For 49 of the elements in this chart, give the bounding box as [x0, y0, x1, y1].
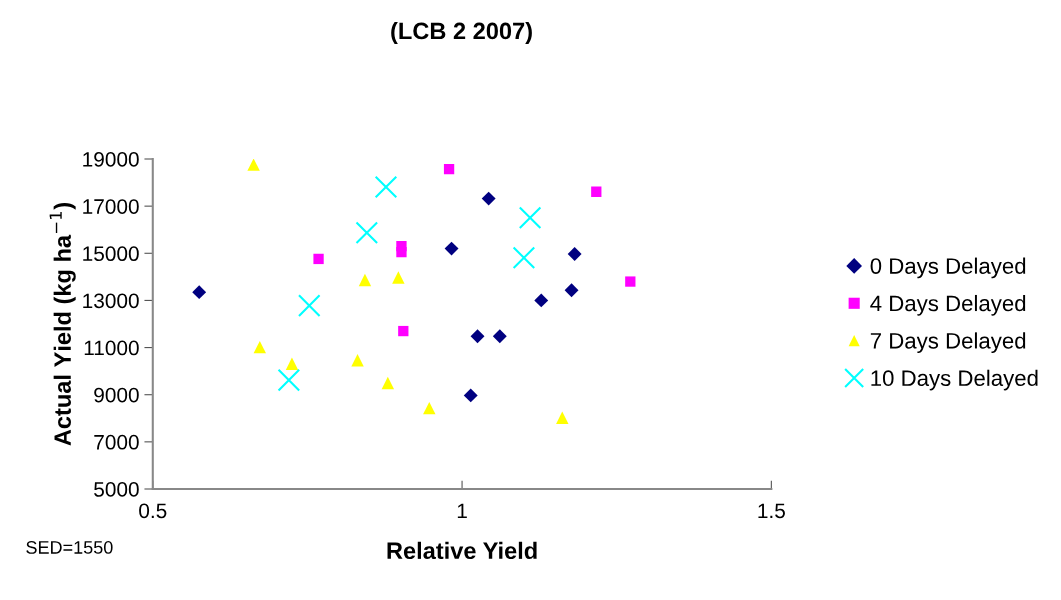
point — [358, 273, 372, 287]
point — [564, 283, 579, 298]
x-tick-label: 0.5 — [139, 503, 167, 519]
point — [285, 357, 299, 371]
point — [470, 329, 485, 344]
x-tick-label: 1 — [457, 503, 467, 518]
point — [534, 293, 549, 308]
x-axis-title: Relative Yield — [387, 541, 537, 560]
legend-label: 10 Days Delayed — [871, 369, 1038, 391]
point — [381, 376, 395, 390]
y-tick-label: 15000 — [83, 246, 139, 262]
point — [463, 388, 478, 403]
point — [591, 186, 602, 197]
point — [396, 246, 407, 258]
y-tick-label: 17000 — [83, 199, 139, 214]
point — [492, 329, 507, 344]
point — [518, 206, 542, 230]
y-tick-label: 9000 — [94, 387, 139, 403]
point — [277, 368, 301, 392]
y-tick-label: 19000 — [83, 152, 139, 167]
point — [512, 246, 536, 270]
point — [253, 340, 267, 354]
point — [192, 285, 207, 300]
y-tick-label: 13000 — [83, 293, 139, 309]
legend-label: 7 Days Delayed — [870, 332, 1026, 354]
y-axis-title: Actual Yield (kg ha$^{−1}$) — [49, 203, 76, 446]
y-tick-label: 5000 — [94, 482, 139, 497]
point — [398, 325, 409, 337]
point — [423, 401, 436, 415]
point — [351, 354, 364, 367]
y-tick-label: 7000 — [94, 434, 139, 450]
legend-label: 0 Days Delayed — [870, 257, 1026, 279]
point — [625, 276, 636, 287]
point — [392, 271, 405, 284]
chart-title: (LCB 2 2007) — [391, 22, 532, 44]
legend-label: 4 Days Delayed — [870, 294, 1026, 316]
point — [355, 221, 379, 245]
point — [374, 175, 398, 199]
point — [443, 163, 455, 175]
point — [567, 247, 582, 261]
point — [481, 191, 496, 206]
point — [556, 411, 569, 425]
y-tick-label: 11000 — [84, 340, 139, 356]
text: SED=1550 — [26, 541, 113, 554]
point — [313, 253, 324, 265]
point — [444, 241, 459, 256]
point — [297, 294, 321, 317]
point — [247, 159, 260, 171]
x-tick-label: 1.5 — [758, 503, 785, 519]
